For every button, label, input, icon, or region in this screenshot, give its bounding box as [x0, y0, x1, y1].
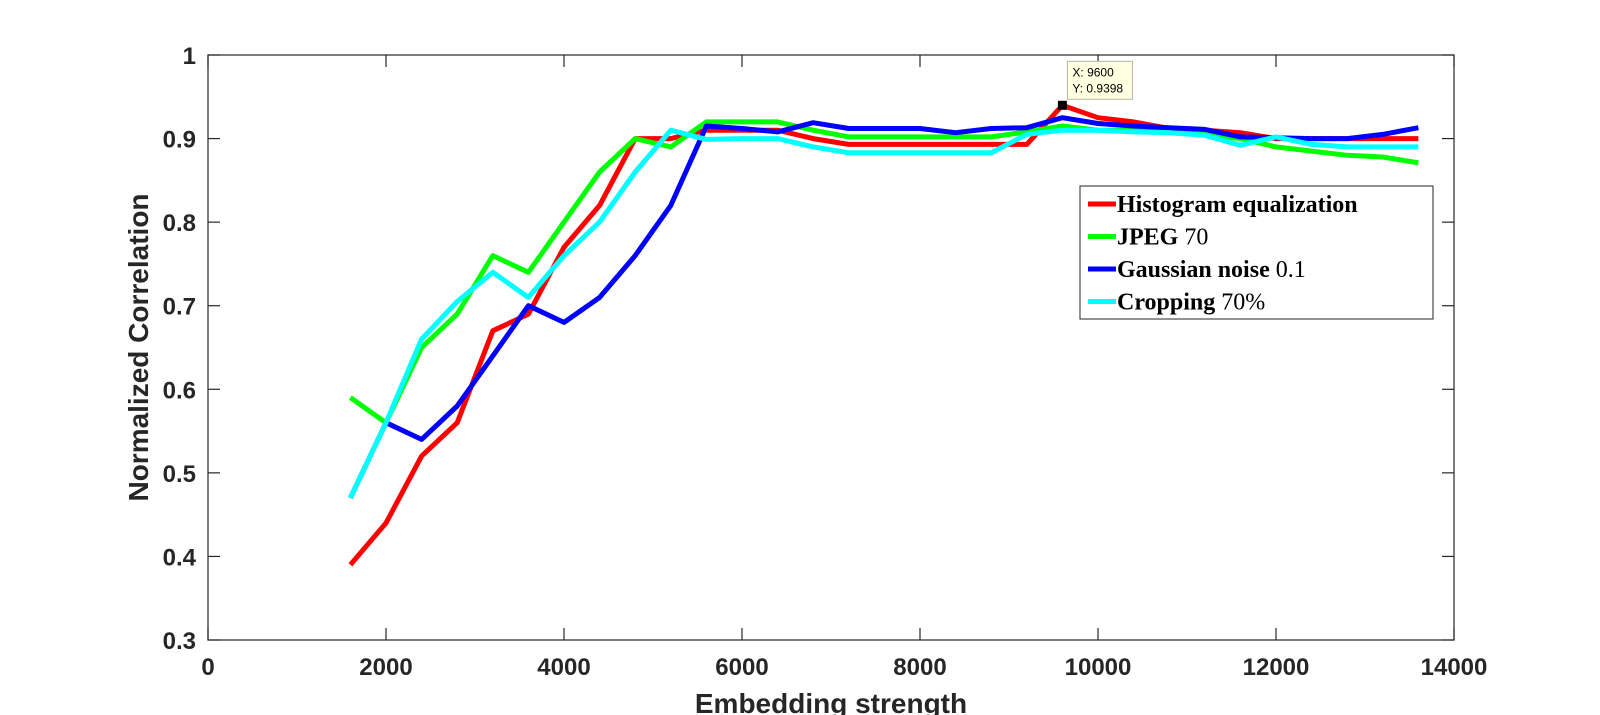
axes-box — [207, 54, 1455, 641]
x-tick-label: 10000 — [1065, 654, 1132, 681]
series-layer — [348, 102, 1419, 567]
x-tick-label: 14000 — [1421, 654, 1488, 681]
y-tick-label: 0.3 — [163, 628, 196, 655]
y-tick-label: 1 — [183, 43, 196, 70]
y-tick-label: 0.5 — [163, 461, 196, 488]
x-tick-label: 0 — [201, 654, 214, 681]
y-tick-label: 0.8 — [163, 210, 196, 237]
series-line-histogram-equalization[interactable] — [348, 102, 1419, 567]
y-tick-label: 0.4 — [163, 544, 197, 571]
legend[interactable]: Histogram equalization JPEG 70 Gaussian no… — [1079, 185, 1434, 320]
series-line-gaussian-noise-0-1[interactable] — [348, 115, 1419, 499]
y-tick-label: 0.9 — [163, 127, 196, 154]
y-tick-label: 0.7 — [163, 294, 196, 321]
data-tip-box — [1066, 60, 1133, 100]
x-axis: 0 2000 4000 6000 8000 10000 12000 14000 — [201, 55, 1487, 681]
data-tip-y-label: Y: 0.9398 — [1072, 81, 1123, 95]
y-axis: 0.3 0.4 0.5 0.6 0.7 0.8 0.9 1 — [163, 43, 1454, 655]
legend-box — [1079, 185, 1434, 320]
data-tip[interactable]: X: 9600 Y: 0.9398 — [1057, 60, 1133, 110]
x-tick-label: 8000 — [893, 654, 946, 681]
legend-label: Histogram equalization — [1117, 192, 1358, 218]
series-line-cropping-70[interactable] — [348, 127, 1419, 499]
x-tick-label: 6000 — [715, 654, 768, 681]
x-axis-title: Embedding strength — [695, 688, 967, 715]
legend-items: Histogram equalization JPEG 70 Gaussian no… — [1088, 192, 1358, 316]
x-tick-label: 12000 — [1243, 654, 1310, 681]
legend-label: JPEG 70 — [1117, 225, 1208, 251]
x-tick-label: 4000 — [537, 654, 590, 681]
data-tip-marker[interactable] — [1057, 100, 1067, 110]
y-tick-label: 0.6 — [163, 377, 196, 404]
data-tip-x-label: X: 9600 — [1072, 65, 1114, 79]
legend-label: Gaussian noise 0.1 — [1117, 257, 1306, 283]
x-tick-label: 2000 — [359, 654, 412, 681]
legend-label: Cropping 70% — [1117, 290, 1265, 316]
y-axis-title: Normalized Correlation — [123, 193, 154, 501]
